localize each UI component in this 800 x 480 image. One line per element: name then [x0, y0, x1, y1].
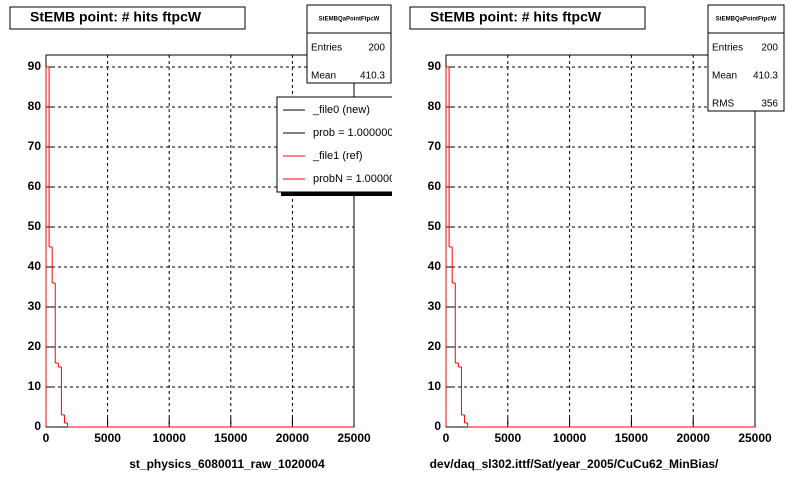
legend-box	[276, 96, 392, 193]
y-tick-label: 0	[34, 419, 41, 433]
y-tick-label: 60	[428, 179, 442, 193]
x-tick-label: 10000	[553, 431, 587, 445]
stats-label: Mean	[712, 71, 737, 82]
x-tick-label: 20000	[276, 431, 310, 445]
y-tick-label: 80	[428, 99, 442, 113]
y-tick-label: 10	[28, 379, 42, 393]
legend-label: probN = 1.000000	[313, 173, 401, 185]
y-tick-label: 20	[28, 339, 42, 353]
x-tick-label: 20000	[677, 431, 711, 445]
title-box	[409, 6, 646, 30]
x-tick-label: 0	[443, 431, 450, 445]
stats-box	[306, 4, 392, 84]
stats-value: 200	[368, 43, 385, 54]
x-tick-label: 15000	[214, 431, 248, 445]
legend-label: _file0 (new)	[312, 104, 370, 116]
x-axis-label: st_physics_6080011_raw_1020004	[129, 457, 325, 471]
x-axis-label: dev/daq_sl302.ittf/Sat/year_2005/CuCu62_…	[430, 457, 719, 471]
stats-label: Entries	[712, 43, 743, 54]
y-tick-label: 40	[28, 259, 42, 273]
chart-title: StEMB point: # hits ftpcW	[30, 9, 202, 25]
y-tick-label: 90	[428, 59, 442, 73]
y-tick-label: 70	[28, 139, 42, 153]
chart-title: StEMB point: # hits ftpcW	[430, 9, 602, 25]
stats-title: StEMBQaPointFtpcW	[319, 17, 380, 23]
y-tick-label: 70	[428, 139, 442, 153]
x-tick-label: 15000	[615, 431, 649, 445]
y-tick-label: 20	[428, 339, 442, 353]
y-tick-label: 50	[428, 219, 442, 233]
y-tick-label: 40	[428, 259, 442, 273]
x-tick-label: 5000	[94, 431, 121, 445]
histogram-panel: 0 10 20 30 40 50 60 70 80 90 0 5000 10000 15000 20000 2…	[9, 4, 401, 471]
plot-frame	[445, 54, 756, 428]
stats-box	[707, 4, 785, 112]
x-tick-label: 25000	[738, 431, 772, 445]
legend-label: prob = 1.000000	[313, 127, 393, 139]
x-tick-label: 25000	[337, 431, 371, 445]
stats-value: 200	[761, 43, 778, 54]
stats-title: StEMBQaPointFtpcW	[716, 17, 777, 23]
stats-value: 356	[761, 99, 778, 110]
stats-value: 410.3	[753, 71, 778, 82]
stats-label: Entries	[311, 43, 342, 54]
title-box	[9, 6, 246, 30]
y-tick-label: 0	[434, 419, 441, 433]
y-tick-label: 50	[28, 219, 42, 233]
x-tick-label: 5000	[494, 431, 521, 445]
y-tick-label: 90	[28, 59, 42, 73]
stats-value: 410.3	[360, 71, 385, 82]
stats-label: RMS	[712, 99, 735, 110]
y-tick-label: 60	[28, 179, 42, 193]
y-tick-label: 30	[428, 299, 442, 313]
y-tick-label: 80	[28, 99, 42, 113]
stats-label: Mean	[311, 71, 336, 82]
x-tick-label: 0	[43, 431, 50, 445]
y-tick-label: 10	[428, 379, 442, 393]
histogram-panel: 0 10 20 30 40 50 60 70 80 90 0 5000 10000 15000 20000 2…	[409, 4, 785, 471]
y-tick-label: 30	[28, 299, 42, 313]
x-tick-label: 10000	[153, 431, 187, 445]
legend-label: _file1 (ref)	[312, 150, 363, 162]
